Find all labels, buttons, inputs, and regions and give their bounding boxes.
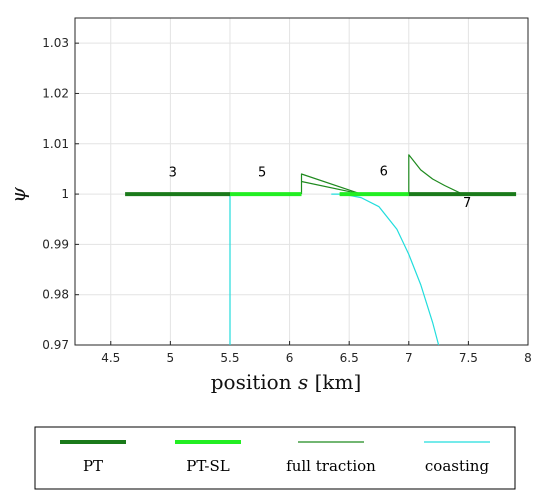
segment-label: 5 — [258, 165, 266, 180]
y-tick-label: 0.97 — [42, 338, 69, 352]
tick-label-layer: 4.5 5 5.5 6 6.5 7 7.5 8 0.97 0.98 0.99 1 1.01 1.02 1.0… — [42, 36, 532, 365]
x-axis-title: position s [km] — [211, 370, 362, 394]
x-axis-title-var: s — [298, 370, 308, 394]
x-tick-label: 6 — [286, 351, 294, 365]
y-tick-label: 0.98 — [42, 288, 69, 302]
plot-area-frame — [74, 17, 529, 346]
y-axis-title: ψ — [6, 187, 30, 203]
series-full-traction-line — [301, 180, 362, 195]
y-tick-label: 1.02 — [42, 86, 69, 100]
x-tick-label: 8 — [524, 351, 532, 365]
legend-box — [34, 426, 516, 490]
x-tick-label: 5.5 — [220, 351, 239, 365]
x-tick-label: 4.5 — [101, 351, 120, 365]
x-tick-label: 6.5 — [340, 351, 359, 365]
series-layer — [125, 154, 517, 346]
legend-entries: PT PT-SL full traction coasting — [60, 440, 490, 475]
y-tick-label: 1 — [61, 187, 69, 201]
x-tick-label: 7 — [405, 351, 413, 365]
y-tick-label: 1.03 — [42, 36, 69, 50]
y-tick-label: 0.99 — [42, 237, 69, 251]
legend-label-pt-sl: PT-SL — [186, 457, 230, 475]
x-axis-title-unit: [km] — [308, 370, 361, 394]
segment-label: 6 — [380, 164, 388, 179]
series-coasting-line — [331, 193, 440, 346]
annotation-layer: 3 5 6 7 — [169, 164, 472, 211]
series-full-traction-line — [408, 154, 463, 195]
x-tick-label: 5 — [167, 351, 175, 365]
segment-label: 7 — [463, 196, 471, 211]
legend-label-full-traction: full traction — [286, 457, 376, 475]
series-full-traction-line — [300, 173, 362, 195]
legend: PT PT-SL full traction coasting — [34, 426, 516, 490]
x-tick-label: 7.5 — [459, 351, 478, 365]
segment-label: 3 — [169, 165, 177, 180]
y-tick-label: 1.01 — [42, 137, 69, 151]
x-axis-title-main: position — [211, 370, 298, 394]
legend-label-pt: PT — [83, 457, 103, 475]
legend-label-coasting: coasting — [425, 457, 490, 475]
